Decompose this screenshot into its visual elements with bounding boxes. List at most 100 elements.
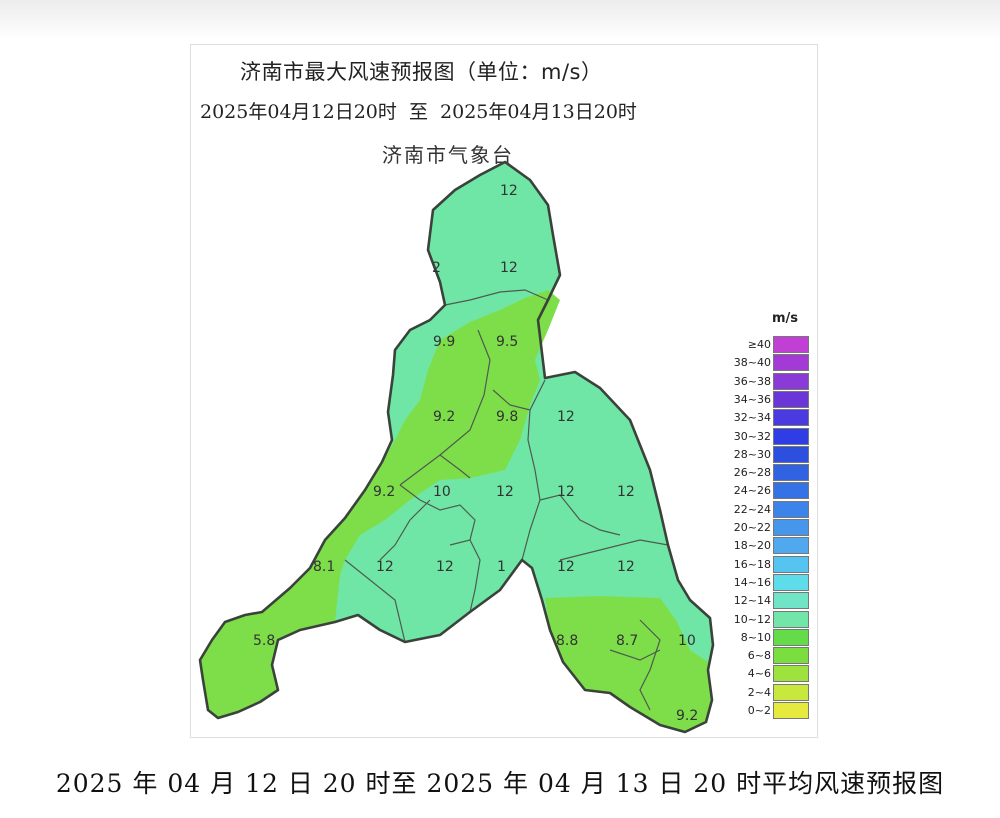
- southeast-green-zone: [545, 596, 712, 732]
- district-boundaries: [344, 289, 669, 711]
- station-value: 1: [497, 559, 506, 575]
- legend-swatch: [773, 354, 809, 372]
- legend-swatch: [773, 445, 809, 463]
- legend-swatch: [773, 482, 809, 500]
- legend-swatch: [773, 683, 809, 701]
- station-value: 12: [500, 260, 518, 276]
- legend-label: 6~8: [747, 649, 771, 663]
- legend-swatch: [773, 573, 809, 591]
- legend-label: 32~34: [733, 411, 771, 425]
- legend-label: 20~22: [733, 521, 771, 534]
- station-value: 9.9: [433, 334, 455, 350]
- legend-item: 18~20: [723, 537, 813, 555]
- legend-swatch: [773, 647, 809, 665]
- legend-swatch: [773, 555, 809, 573]
- legend-item: 24~26: [723, 482, 813, 500]
- legend-item: 16~18: [723, 555, 813, 574]
- legend-label: 4~6: [747, 667, 771, 681]
- station-value: 9.2: [433, 409, 455, 425]
- legend-swatch: [773, 336, 809, 353]
- map-title: 济南市最大风速预报图（单位：m/s）: [240, 60, 603, 84]
- legend-swatch: [773, 702, 809, 719]
- legend-swatch: [773, 519, 809, 536]
- station-value: 12: [376, 559, 394, 575]
- caption: 2025 年 04 月 12 日 20 时至 2025 年 04 月 13 日 …: [55, 769, 945, 798]
- legend-label: 22~24: [733, 502, 771, 516]
- legend-item: 0~2: [723, 702, 813, 720]
- station-value: 2: [432, 260, 441, 276]
- legend-item: 26~28: [723, 464, 813, 482]
- issuer: 济南市气象台: [382, 143, 514, 167]
- station-value: 12: [557, 484, 575, 500]
- legend-swatch: [773, 610, 809, 628]
- legend-item: 34~36: [723, 390, 813, 409]
- legend-item: 8~10: [723, 628, 813, 647]
- station-value: 9.5: [496, 334, 518, 350]
- legend-label: 0~2: [747, 704, 771, 717]
- station-value: 12: [557, 559, 575, 575]
- station-labels: 12 12 2 9.9 9.5 9.2 9.8 12 9.2 10 12 12 …: [253, 183, 698, 724]
- legend-swatch: [773, 628, 809, 646]
- station-value: 12: [617, 484, 635, 500]
- legend-swatch: [773, 537, 809, 555]
- city-border: [198, 160, 715, 734]
- legend-swatch: [773, 665, 809, 683]
- legend-item: ≥40: [723, 336, 813, 354]
- legend-item: 6~8: [723, 647, 813, 665]
- legend-label: 38~40: [733, 356, 771, 370]
- legend-swatch: [773, 427, 809, 445]
- legend-label: 10~12: [733, 612, 771, 626]
- legend-item: 22~24: [723, 500, 813, 519]
- station-value: 8.1: [313, 559, 335, 575]
- legend-label: 26~28: [733, 466, 771, 480]
- legend-label: 34~36: [733, 392, 771, 406]
- legend-item: 36~38: [723, 372, 813, 391]
- legend-item: 10~12: [723, 610, 813, 629]
- legend-swatch: [773, 592, 809, 610]
- legend-swatch: [773, 500, 809, 518]
- legend-item: 38~40: [723, 354, 813, 372]
- legend-swatch: [773, 372, 809, 390]
- legend-swatch: [773, 409, 809, 427]
- legend-swatch: [773, 464, 809, 482]
- legend-label: 14~16: [733, 575, 771, 589]
- east-blue-patch: [676, 618, 713, 662]
- legend-unit: m/s: [772, 311, 799, 326]
- station-value: 12: [617, 559, 635, 575]
- legend-item: 20~22: [723, 519, 813, 537]
- legend-label: 28~30: [733, 447, 771, 461]
- station-value: 8.7: [616, 633, 638, 649]
- legend-label: 24~26: [733, 484, 771, 498]
- legend-label: 30~32: [733, 429, 771, 443]
- station-value: 12: [496, 484, 514, 500]
- station-value: 12: [436, 559, 454, 575]
- top-shade: [0, 0, 1000, 40]
- station-value: 10: [678, 633, 696, 649]
- station-value: 9.2: [676, 708, 698, 724]
- central-green-zone: [200, 290, 560, 718]
- legend-label: 16~18: [733, 557, 771, 571]
- legend-label: ≥40: [747, 338, 771, 351]
- station-value: 9.2: [373, 484, 395, 500]
- station-value: 12: [500, 183, 518, 199]
- legend-label: 18~20: [733, 539, 771, 553]
- legend-item: 28~30: [723, 445, 813, 464]
- station-value: 9.8: [496, 409, 518, 425]
- legend-label: 12~14: [733, 594, 771, 608]
- legend-item: 14~16: [723, 573, 813, 592]
- station-value: 12: [557, 409, 575, 425]
- station-value: 5.8: [253, 633, 275, 649]
- station-value: 8.8: [556, 633, 578, 649]
- forecast-period: 2025年04月12日20时 至 2025年04月13日20时: [200, 101, 637, 123]
- legend-swatch: [773, 390, 809, 408]
- legend-label: 8~10: [740, 630, 771, 644]
- legend-item: 4~6: [723, 665, 813, 683]
- legend-item: 32~34: [723, 409, 813, 427]
- legend-label: 36~38: [733, 374, 771, 388]
- station-value: 10: [433, 484, 451, 500]
- legend-label: 2~4: [747, 685, 771, 699]
- legend-item: 2~4: [723, 683, 813, 702]
- legend-item: 30~32: [723, 427, 813, 446]
- legend-item: 12~14: [723, 592, 813, 610]
